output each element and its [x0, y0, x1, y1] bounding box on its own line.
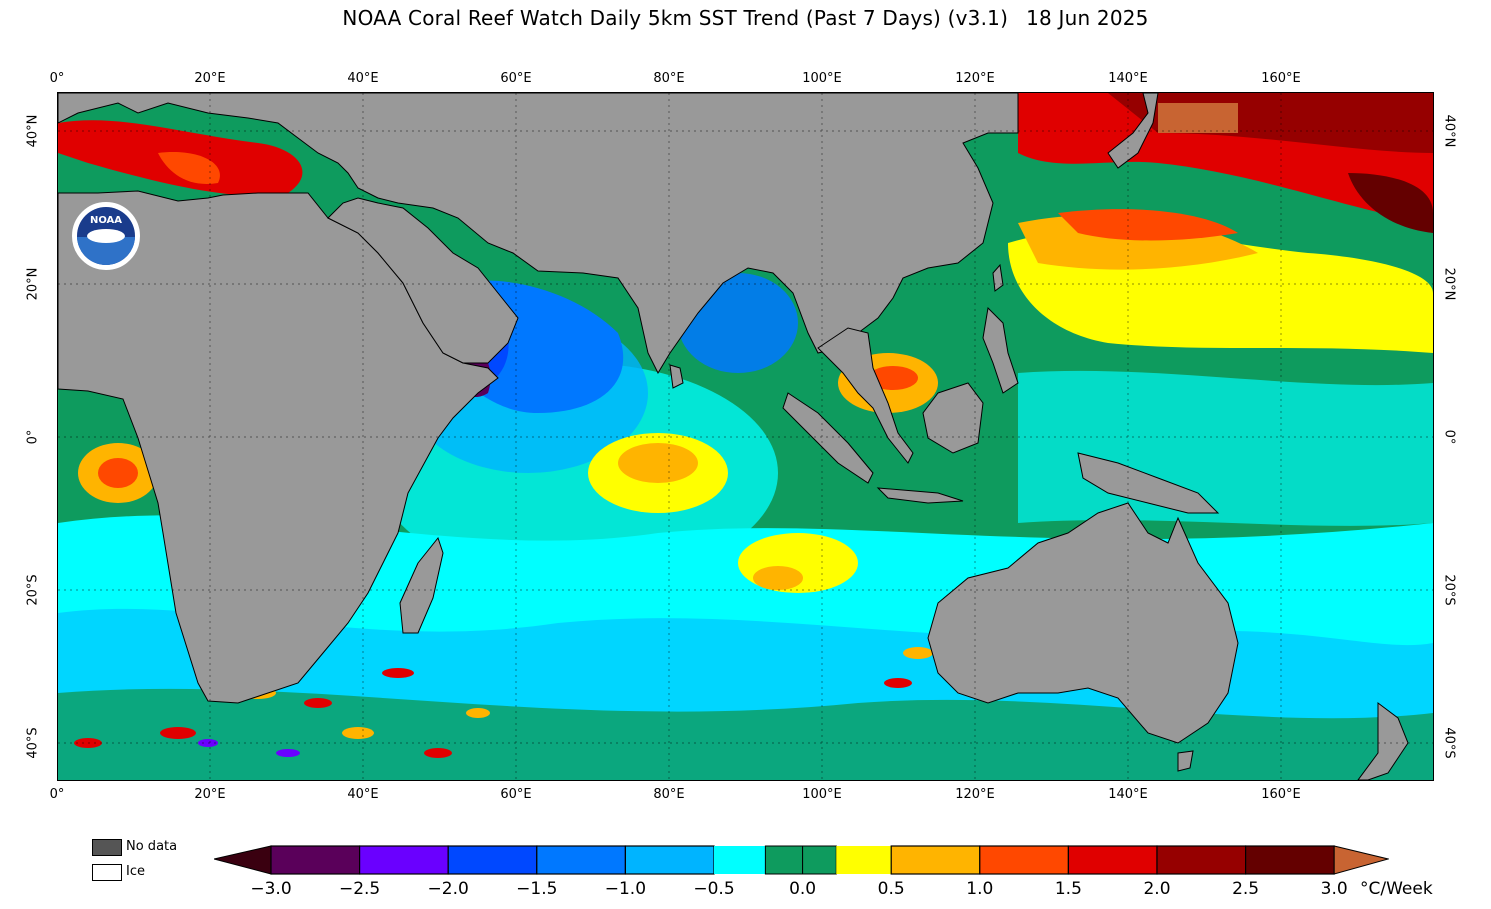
lat-label-left: 0° [25, 429, 41, 445]
lon-label-bottom: 60°E [500, 787, 532, 802]
land-africa [58, 190, 499, 704]
colorbar-over-triangle [1333, 845, 1389, 875]
lat-label-right: 40°S [1441, 727, 1457, 759]
colorbar-under-triangle [214, 845, 272, 875]
lon-label-top: 0° [49, 71, 65, 86]
land-madagascar [399, 536, 444, 634]
lon-label-top: 100°E [802, 71, 842, 86]
lon-label-top: 140°E [1108, 71, 1148, 86]
colorbar-tick-label: 1.5 [1054, 879, 1082, 899]
lon-label-top: 120°E [955, 71, 995, 86]
lon-label-top: 160°E [1261, 71, 1301, 86]
colorbar-tick-label: 1.0 [966, 879, 994, 899]
colorbar-tick-label: 3.0 [1320, 879, 1348, 899]
land-java [876, 487, 964, 504]
nodata-swatch [92, 839, 122, 856]
lon-label-bottom: 0° [49, 787, 65, 802]
colorbar-segment [1244, 845, 1335, 875]
colorbar-tick-label: −1.0 [604, 879, 647, 899]
land-borneo [922, 382, 984, 454]
land-sumatra [782, 392, 874, 484]
colorbar-segment [536, 845, 626, 875]
land-taiwan [992, 263, 1004, 292]
land-tasmania [1177, 750, 1194, 772]
ice-swatch [92, 864, 122, 881]
colorbar-segment [836, 846, 892, 874]
colorbar-tick-label: −0.5 [693, 879, 735, 899]
colorbar-segment [714, 846, 766, 874]
lon-label-bottom: 80°E [653, 787, 685, 802]
colorbar-segment [447, 845, 538, 875]
colorbar-tick-label: 2.5 [1232, 879, 1260, 899]
lat-label-left: 40°S [25, 727, 41, 759]
lon-label-bottom: 40°E [347, 787, 379, 802]
lat-label-right: 20°S [1441, 574, 1457, 606]
ice-label: Ice [126, 864, 145, 879]
land-new-zealand [1357, 702, 1409, 780]
lat-label-left: 40°N [25, 114, 41, 148]
lat-label-left: 20°N [25, 267, 41, 301]
land-arabia [327, 197, 519, 364]
title-text: NOAA Coral Reef Watch Daily 5km SST Tren… [342, 6, 1009, 30]
noaa-logo-text: NOAA [89, 215, 123, 226]
lat-label-right: 40°N [1441, 114, 1457, 148]
colorbar-segment [270, 845, 361, 875]
lat-label-left: 20°S [25, 574, 41, 606]
colorbar-tick-label: −2.5 [338, 879, 381, 899]
lat-label-right: 0° [1441, 429, 1457, 445]
colorbar-tick-label: −2.0 [427, 879, 469, 899]
nodata-label: No data [126, 839, 178, 854]
lon-label-bottom: 100°E [802, 787, 842, 802]
land-indochina [817, 327, 914, 464]
colorbar-segment [1156, 845, 1247, 875]
lat-label-right: 20°N [1441, 267, 1457, 301]
colorbar [214, 845, 1389, 875]
map-canvas [58, 93, 1433, 780]
lon-label-bottom: 20°E [194, 787, 226, 802]
colorbar-segment [624, 845, 715, 875]
map-title: NOAA Coral Reef Watch Daily 5km SST Tren… [0, 6, 1491, 30]
title-date: 18 Jun 2025 [1026, 6, 1149, 30]
land-japan [1107, 93, 1159, 169]
colorbar-segment [764, 845, 804, 875]
colorbar-segment [1067, 845, 1158, 875]
lon-label-bottom: 120°E [955, 787, 995, 802]
lon-label-bottom: 140°E [1108, 787, 1148, 802]
lon-label-top: 60°E [500, 71, 532, 86]
lon-label-bottom: 160°E [1261, 787, 1301, 802]
colorbar-tick-label: −1.5 [516, 879, 558, 899]
colorbar-tick-label: −3.0 [250, 879, 292, 899]
colorbar-tick-label: 2.0 [1143, 879, 1171, 899]
colorbar-segment [359, 845, 449, 875]
land-sri-lanka [669, 364, 684, 389]
colorbar-tick-label: 0.0 [789, 879, 817, 899]
sst-trend-map: NOAA [57, 92, 1434, 781]
colorbar-segment [890, 845, 981, 875]
colorbar-unit: °C/Week [1360, 879, 1433, 899]
colorbar-tick-label: 0.5 [877, 879, 905, 899]
lon-label-top: 20°E [194, 71, 226, 86]
colorbar-segment [802, 845, 837, 875]
land-australia [927, 502, 1239, 744]
noaa-logo: NOAA [71, 201, 141, 271]
land-philippines [982, 306, 1019, 394]
lon-label-top: 80°E [653, 71, 685, 86]
colorbar-segment [979, 845, 1069, 875]
land-eurasia [58, 93, 1019, 375]
lon-label-top: 40°E [347, 71, 379, 86]
land-new-guinea [1077, 452, 1220, 514]
